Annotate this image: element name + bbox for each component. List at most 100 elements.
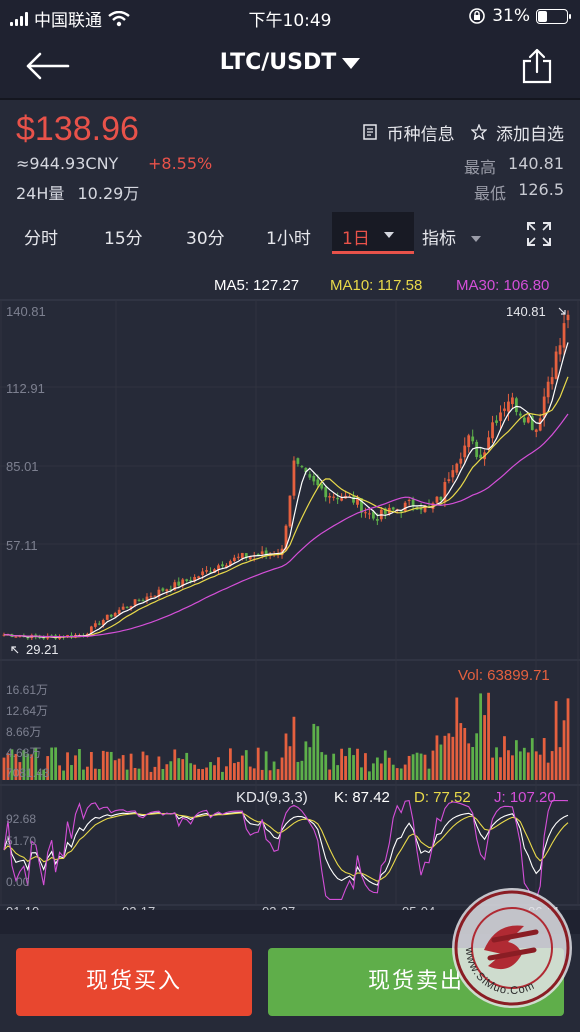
candle — [185, 579, 189, 581]
fullscreen-icon[interactable] — [526, 221, 552, 247]
share-icon[interactable] — [520, 48, 554, 84]
candle — [530, 416, 534, 430]
candle — [161, 588, 165, 591]
kdj-d-line — [3, 812, 569, 882]
volume-bar — [352, 755, 355, 780]
candle — [264, 550, 268, 555]
candle — [101, 619, 105, 625]
price-tick: 112.91 — [6, 381, 45, 396]
candle — [356, 498, 359, 505]
volume-bar — [538, 754, 542, 780]
kdj-j-label: J: 107.20 — [494, 789, 556, 806]
candle — [514, 398, 518, 413]
watermark-logo: www.SiMuo.Com — [452, 888, 572, 1008]
header-divider — [0, 98, 580, 100]
volume-bar — [332, 753, 336, 780]
volume-bar — [280, 757, 284, 780]
volume-bar — [471, 747, 475, 780]
volume-bar — [236, 761, 240, 780]
candle — [499, 412, 502, 422]
volume-bar — [411, 754, 415, 780]
tab-15min[interactable]: 15分 — [104, 229, 143, 249]
volume-bar — [292, 716, 296, 780]
volume-bar — [379, 763, 383, 780]
volume-bar — [232, 763, 236, 780]
ticker-summary: $138.96 ≈944.93CNY +8.55% 24H量 10.29万 币种… — [0, 100, 580, 208]
candle — [248, 556, 252, 560]
candle — [141, 600, 145, 602]
nav-bar: LTC/USDT — [0, 34, 580, 98]
candle — [312, 476, 316, 482]
tab-timeshare[interactable]: 分时 — [24, 229, 58, 249]
tab-1day-label: 1日 — [342, 229, 370, 249]
volume-bar — [244, 750, 248, 780]
candle — [133, 599, 137, 606]
volume-bar — [320, 752, 324, 780]
tab-1day[interactable]: 1日 — [332, 212, 414, 254]
candle — [181, 579, 185, 587]
candle — [18, 636, 22, 638]
document-icon — [363, 124, 382, 145]
candle — [300, 466, 304, 468]
candle — [288, 495, 292, 527]
candle — [149, 596, 153, 598]
tab-1hour[interactable]: 1小时 — [266, 229, 311, 249]
indicator-menu[interactable]: 指标 — [422, 229, 456, 249]
candle — [157, 589, 161, 597]
candle — [562, 323, 566, 348]
low-price: 最低 126.5 — [474, 180, 564, 204]
volume-bar — [356, 748, 359, 780]
volume-bar — [22, 750, 26, 780]
candle — [173, 582, 177, 591]
add-watchlist-button[interactable]: 添加自选 — [469, 120, 564, 145]
volume-bar — [522, 747, 526, 780]
volume-bar — [542, 738, 546, 780]
pair-selector[interactable]: LTC/USDT — [0, 50, 580, 75]
low-label: 最低 — [473, 184, 506, 203]
volume-bar — [78, 749, 81, 780]
candle — [296, 458, 300, 464]
candle — [165, 589, 169, 592]
kdj-k-line — [3, 811, 569, 886]
date-tick: 01-10 — [6, 904, 39, 910]
candle — [2, 634, 6, 636]
volume-bar — [157, 756, 161, 780]
volume-bar — [2, 757, 6, 780]
volume-bar — [272, 761, 276, 780]
tab-30min[interactable]: 30分 — [186, 229, 225, 249]
candle — [455, 463, 459, 473]
volume-bar — [125, 769, 129, 780]
candle — [518, 413, 522, 416]
high-marker-label: 140.81 — [506, 304, 546, 319]
volume-bar — [431, 750, 435, 780]
volume-bar — [368, 771, 371, 780]
kdj-d-label: D: 77.52 — [414, 789, 471, 806]
period-tabs: 分时 15分 30分 1小时 1日 指标 — [0, 208, 580, 260]
candle — [368, 513, 371, 515]
coin-info-button[interactable]: 币种信息 — [363, 120, 455, 145]
volume-bar — [42, 769, 46, 780]
volume-bar — [113, 760, 117, 780]
low-marker-label: 29.21 — [26, 642, 59, 657]
volume-bar — [153, 766, 157, 780]
volume-bar — [300, 760, 304, 780]
candle — [332, 496, 336, 498]
high-value: 140.81 — [508, 154, 564, 173]
back-arrow-icon[interactable] — [24, 50, 70, 82]
volume-bar — [375, 757, 379, 780]
volume-bar — [483, 715, 486, 780]
volume-bar — [387, 757, 391, 780]
status-time: 下午10:49 — [248, 11, 332, 31]
volume-bar — [554, 701, 558, 780]
volume-bar — [197, 768, 201, 780]
volume-bar — [435, 735, 439, 780]
volume-bar — [10, 749, 14, 780]
kline-chart[interactable]: MA5: 127.27 MA10: 117.58 MA30: 106.80 14… — [0, 260, 580, 910]
volume-bar — [495, 747, 498, 780]
volume-bar — [348, 747, 351, 780]
volume-bar — [558, 747, 562, 780]
kline-chart-panel[interactable]: MA5: 127.27 MA10: 117.58 MA30: 106.80 14… — [0, 260, 580, 910]
spot-buy-button[interactable]: 现货买入 — [16, 948, 252, 1016]
volume-bar — [248, 766, 252, 780]
candle — [153, 595, 157, 597]
